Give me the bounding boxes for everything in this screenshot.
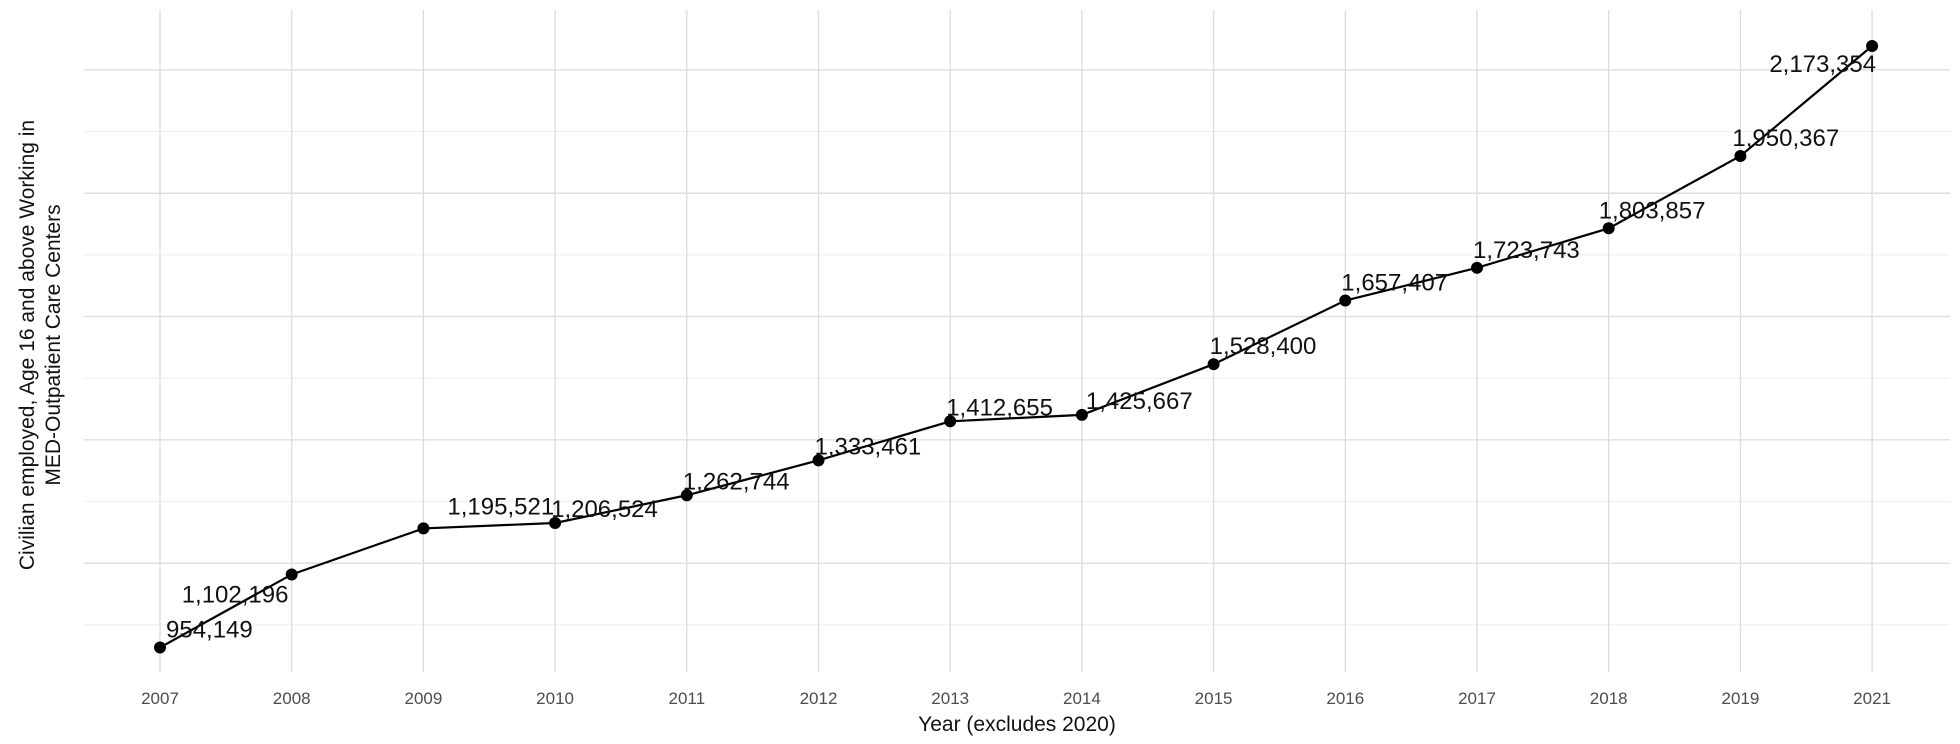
x-tick-label: 2007: [141, 689, 179, 708]
x-tick-label: 2014: [1063, 689, 1101, 708]
data-point: [417, 522, 430, 535]
data-point: [1207, 358, 1220, 371]
data-label: 1,333,461: [815, 433, 922, 460]
data-label: 1,425,667: [1086, 388, 1193, 415]
data-point: [1471, 261, 1483, 274]
data-point: [1075, 408, 1088, 421]
x-tick-label: 2016: [1326, 689, 1364, 708]
data-label: 1,262,744: [683, 468, 790, 495]
y-axis-title-line-1: Civilian employed, Age 16 and above Work…: [16, 120, 39, 570]
y-axis-title-line-2: MED-Outpatient Care Centers: [42, 204, 65, 485]
data-point: [285, 568, 298, 581]
x-tick-label: 2018: [1590, 689, 1628, 708]
data-label: 1,657,407: [1341, 270, 1448, 297]
x-axis-ticks: 2007 2008 2009 2010 2011 2012 2013 2014 2015 2016…: [141, 689, 1891, 708]
x-tick-label: 2009: [404, 689, 442, 708]
data-label: 1,206,524: [551, 496, 658, 523]
data-point: [1866, 40, 1879, 52]
data-label: 1,412,655: [946, 394, 1053, 421]
x-tick-label: 2012: [800, 689, 838, 708]
x-tick-label: 2008: [273, 689, 311, 708]
data-point: [944, 415, 957, 428]
data-label: 1,528,400: [1210, 333, 1317, 360]
data-point: [1734, 150, 1747, 163]
x-axis-title: Year (excludes 2020): [918, 713, 1116, 736]
x-tick-label: 2015: [1195, 689, 1233, 708]
data-label: 1,723,743: [1473, 237, 1580, 264]
data-label: 1,950,367: [1732, 125, 1839, 152]
data-point: [1339, 294, 1352, 307]
data-point: [812, 454, 825, 467]
x-tick-label: 2010: [536, 689, 574, 708]
grid: [84, 10, 1950, 672]
data-label: 1,195,521: [447, 493, 554, 520]
data-label: 954,149: [166, 617, 253, 644]
data-point: [154, 641, 166, 654]
data-label: 1,803,857: [1599, 197, 1706, 224]
data-label: 1,102,196: [182, 581, 289, 608]
x-tick-label: 2011: [669, 689, 706, 708]
series-line: [159, 45, 1873, 649]
x-tick-label: 2017: [1458, 689, 1496, 708]
data-point: [1602, 222, 1615, 235]
data-point: [680, 489, 693, 502]
x-tick-label: 2013: [931, 689, 969, 708]
data-label: 2,173,354: [1769, 51, 1876, 78]
data-point: [549, 516, 562, 529]
x-tick-label: 2019: [1721, 689, 1759, 708]
series: [154, 40, 1879, 654]
x-tick-label: 2021: [1853, 689, 1891, 708]
